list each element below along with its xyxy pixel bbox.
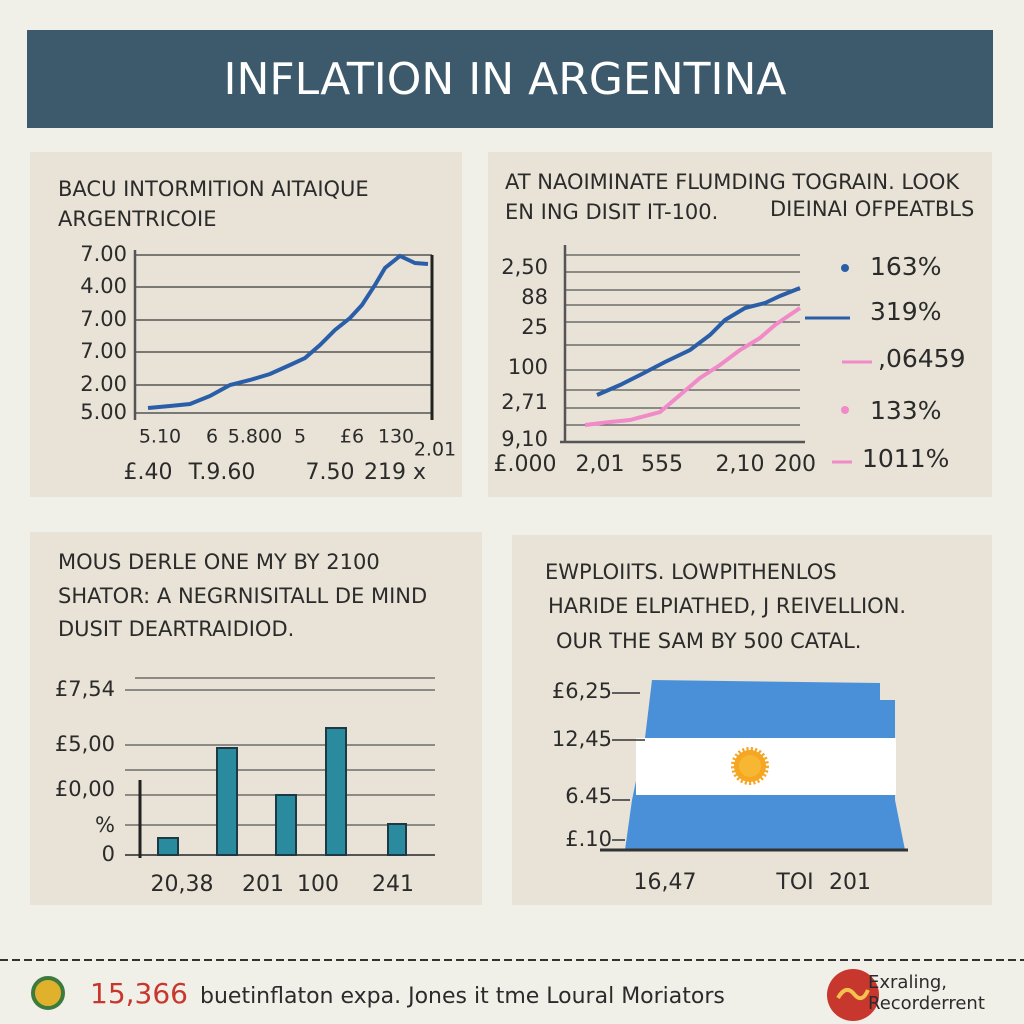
x-tick-label: 201 bbox=[242, 872, 284, 897]
title-bar bbox=[27, 30, 993, 128]
x-tick-label: 6 bbox=[206, 426, 218, 448]
x-tick-label: £.40 bbox=[124, 460, 173, 485]
legend-label: ,06459 bbox=[878, 344, 965, 373]
footer-logo-text: Exraling, bbox=[868, 972, 947, 993]
x-tick-label: 130 bbox=[378, 426, 414, 448]
y-tick-label: % bbox=[95, 813, 115, 837]
y-tick-label: £.10 bbox=[565, 827, 612, 851]
panel-heading: OUR THE SAM BY 500 CATAL. bbox=[556, 629, 861, 653]
panel-heading: EWPLOIITS. LOWPITHENLOS bbox=[545, 560, 837, 584]
y-tick-label: 7.00 bbox=[80, 307, 127, 331]
y-tick-label: 25 bbox=[521, 315, 548, 339]
x-tick-label: 7.50 bbox=[306, 460, 355, 485]
y-tick-label: £7,54 bbox=[55, 677, 115, 701]
x-tick-label: 2,01 bbox=[576, 452, 625, 477]
panel bbox=[488, 152, 992, 497]
line bbox=[584, 306, 802, 427]
panel-heading: HARIDE ELPIATHED, J REIVELLION. bbox=[548, 594, 906, 618]
footer-logo-text: Recorderrent bbox=[868, 993, 985, 1014]
sun bbox=[739, 755, 761, 777]
x-tick-label: 200 bbox=[774, 452, 816, 477]
panel-heading: DIEINAI OFPEATBLS bbox=[770, 197, 974, 221]
bars bbox=[157, 727, 407, 856]
x-tick-label: 2,10 bbox=[716, 452, 765, 477]
x-tick-label: 219 x bbox=[364, 460, 426, 485]
panel-heading: BACU INTORMITION AITAIQUE bbox=[58, 177, 369, 201]
line bbox=[596, 286, 801, 397]
x-tick-label: 2.01 bbox=[414, 439, 456, 461]
x-tick-label: 100 bbox=[297, 872, 339, 897]
footer-emblem bbox=[31, 976, 65, 1010]
x-tick-label: TOI bbox=[775, 870, 813, 895]
legend-label: 1011% bbox=[862, 444, 949, 473]
y-tick-label: 0 bbox=[102, 842, 115, 866]
panel-heading: MOUS DERLE ONE MY BY 2100 bbox=[58, 550, 380, 574]
x-tick-label: 5.10 bbox=[139, 426, 181, 448]
footer-number: 15,366 bbox=[90, 977, 188, 1010]
footer-logo bbox=[836, 987, 870, 1001]
footer-text: buetinflaton expa. Jones it tme Loural M… bbox=[200, 984, 725, 1009]
x-tick-label: 241 bbox=[372, 872, 414, 897]
panel-heading: AT NAOIMINATE FLUMDING TOGRAIN. LOOK bbox=[505, 170, 960, 194]
y-tick-label: 4.00 bbox=[80, 274, 127, 298]
y-tick-label: 2,71 bbox=[501, 390, 548, 414]
legend-marker bbox=[841, 264, 849, 272]
grid bbox=[560, 245, 805, 444]
legend-label: 163% bbox=[870, 252, 941, 281]
x-tick-label: 201 bbox=[829, 870, 871, 895]
y-tick-label: 7.00 bbox=[80, 339, 127, 363]
panel-heading: SHATOR: A NEGRNISITALL DE MIND bbox=[58, 584, 427, 608]
y-tick-label: £0,00 bbox=[55, 777, 115, 801]
grid bbox=[133, 250, 434, 420]
y-tick-label: 12,45 bbox=[552, 727, 612, 751]
y-tick-label: 2,50 bbox=[501, 255, 548, 279]
y-tick-label: 6.45 bbox=[565, 784, 612, 808]
y-tick-label: 2.00 bbox=[80, 372, 127, 396]
x-tick-label: 555 bbox=[641, 452, 683, 477]
title: INFLATION IN ARGENTINA bbox=[223, 54, 786, 105]
x-tick-label: T.9.60 bbox=[188, 460, 256, 485]
axis bbox=[600, 692, 908, 852]
y-tick-label: 88 bbox=[521, 285, 548, 309]
panel bbox=[30, 152, 462, 497]
x-tick-label: £.000 bbox=[494, 452, 557, 477]
y-tick-label: 9,10 bbox=[501, 427, 548, 451]
line bbox=[147, 253, 429, 410]
panel-heading: ARGENTRICOIE bbox=[58, 207, 216, 231]
panel-heading: DUSIT DEARTRAIDIOD. bbox=[58, 617, 294, 641]
y-tick-label: 7.00 bbox=[80, 242, 127, 266]
y-tick-label: £5,00 bbox=[55, 732, 115, 756]
panel-heading: EN ING DISIT IT-100. bbox=[505, 200, 718, 224]
legend-marker bbox=[841, 406, 849, 414]
y-tick-label: 100 bbox=[508, 355, 548, 379]
legend-label: 319% bbox=[870, 297, 941, 326]
legend-label: 133% bbox=[870, 396, 941, 425]
x-tick-label: 16,47 bbox=[634, 870, 697, 895]
x-tick-label: £6 bbox=[340, 426, 364, 448]
x-tick-label: 5 bbox=[294, 426, 306, 448]
x-tick-label: 20,38 bbox=[151, 872, 214, 897]
y-tick-label: £6,25 bbox=[552, 679, 612, 703]
x-tick-label: 5.800 bbox=[228, 426, 282, 448]
y-tick-label: 5.00 bbox=[80, 400, 127, 424]
